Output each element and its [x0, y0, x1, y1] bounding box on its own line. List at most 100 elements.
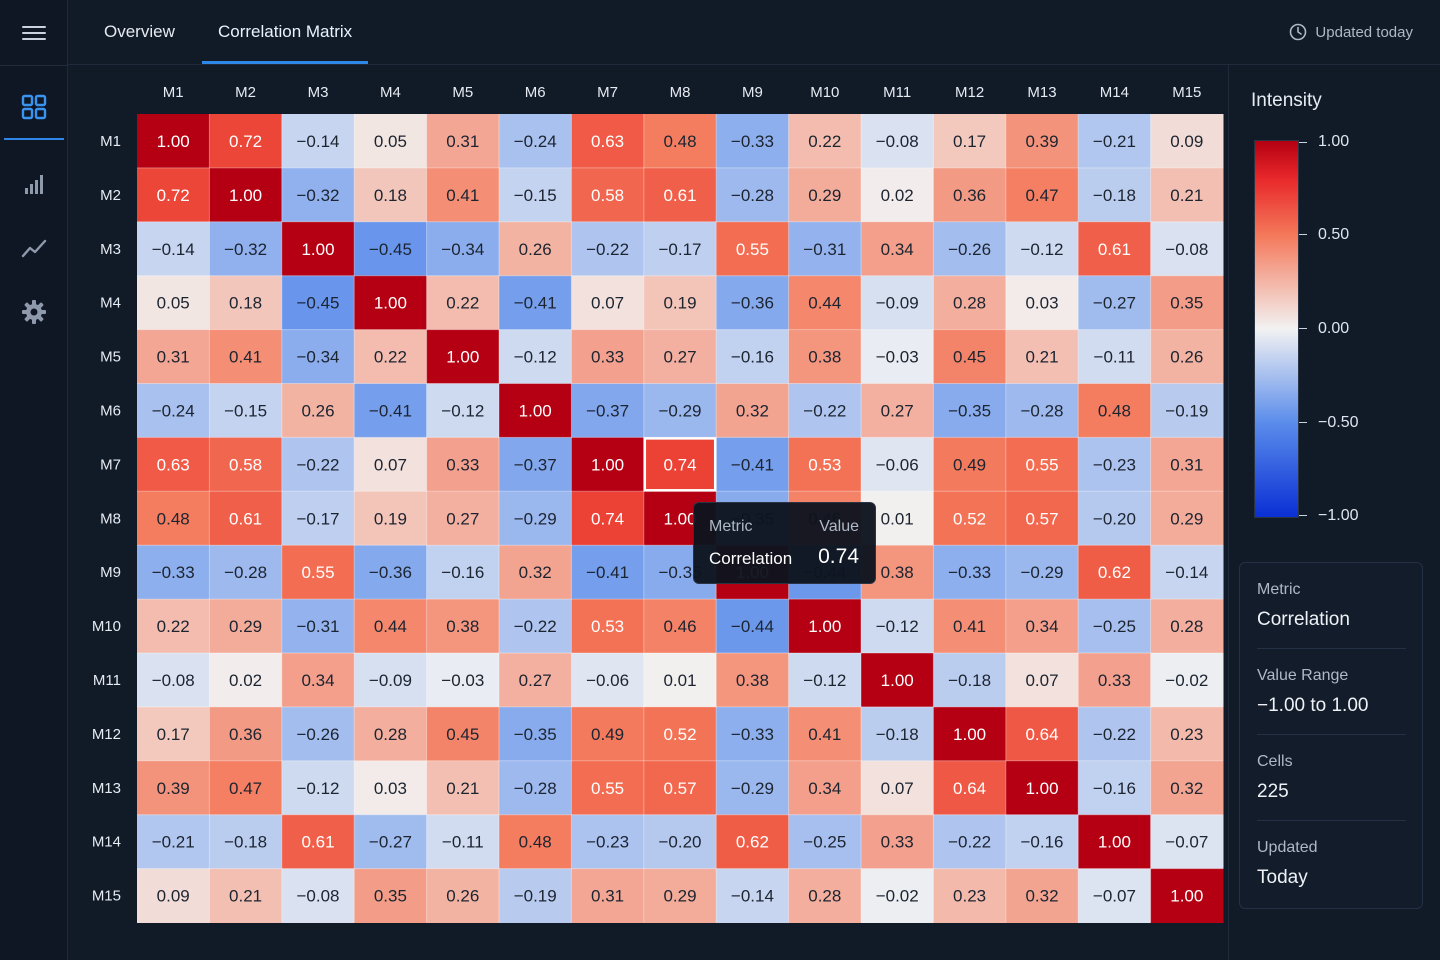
heatmap-cell[interactable]	[1005, 437, 1079, 492]
heatmap-cell[interactable]	[499, 221, 572, 277]
heatmap-cell[interactable]	[933, 760, 1007, 816]
heatmap-cell[interactable]	[716, 653, 790, 708]
heatmap-cell[interactable]	[716, 329, 790, 384]
heatmap-cell[interactable]	[354, 114, 428, 169]
heatmap-cell[interactable]	[1005, 275, 1079, 331]
heatmap-cell[interactable]	[499, 275, 572, 331]
heatmap-cell[interactable]	[643, 653, 717, 708]
heatmap-cell[interactable]	[426, 383, 500, 438]
heatmap-cell[interactable]	[137, 653, 210, 708]
heatmap-cell[interactable]	[499, 383, 572, 438]
heatmap-cell[interactable]	[426, 706, 500, 762]
heatmap-cell[interactable]	[716, 868, 790, 923]
nav-item-settings[interactable]	[0, 287, 68, 337]
heatmap-cell[interactable]	[209, 114, 283, 169]
heatmap-cell[interactable]	[1005, 114, 1079, 169]
heatmap-cell[interactable]	[1150, 114, 1224, 169]
heatmap-cell[interactable]	[788, 329, 862, 384]
heatmap-cell[interactable]	[643, 814, 717, 870]
heatmap-cell[interactable]	[933, 706, 1007, 762]
heatmap-cell[interactable]	[788, 383, 862, 438]
heatmap-cell[interactable]	[933, 545, 1007, 600]
heatmap-cell[interactable]	[426, 329, 500, 384]
heatmap-cell[interactable]	[209, 275, 283, 331]
heatmap-cell[interactable]	[281, 383, 355, 438]
heatmap-cell[interactable]	[571, 437, 645, 492]
heatmap-cell[interactable]	[933, 868, 1007, 923]
heatmap-cell[interactable]	[499, 491, 572, 546]
heatmap-cell[interactable]	[426, 868, 500, 923]
heatmap-cell[interactable]	[281, 868, 355, 923]
heatmap-cell[interactable]	[137, 437, 210, 492]
heatmap-cell[interactable]	[861, 437, 934, 492]
heatmap-cell[interactable]	[354, 221, 428, 277]
heatmap-cell[interactable]	[137, 491, 210, 546]
heatmap-cell[interactable]	[209, 221, 283, 277]
heatmap-cell[interactable]	[281, 760, 355, 816]
heatmap-cell[interactable]	[571, 706, 645, 762]
heatmap-cell[interactable]	[281, 221, 355, 277]
heatmap-cell[interactable]	[209, 545, 283, 600]
heatmap-cell[interactable]	[643, 383, 717, 438]
heatmap-cell[interactable]	[354, 437, 428, 492]
heatmap-cell[interactable]	[426, 653, 500, 708]
heatmap-cell[interactable]	[426, 437, 500, 492]
heatmap-cell[interactable]	[354, 706, 428, 762]
heatmap-cell[interactable]	[499, 545, 572, 600]
heatmap-cell[interactable]	[1150, 221, 1224, 277]
heatmap-cell[interactable]	[1150, 706, 1224, 762]
heatmap-cell[interactable]	[354, 545, 428, 600]
heatmap-cell[interactable]	[1150, 167, 1224, 223]
heatmap-cell[interactable]	[137, 706, 210, 762]
heatmap-cell[interactable]	[281, 706, 355, 762]
heatmap-cell[interactable]	[1078, 329, 1152, 384]
heatmap-cell[interactable]	[426, 275, 500, 331]
heatmap-cell[interactable]	[933, 814, 1007, 870]
heatmap-cell[interactable]	[1078, 868, 1152, 923]
heatmap-cell[interactable]	[499, 868, 572, 923]
heatmap-cell[interactable]	[1005, 868, 1079, 923]
heatmap-cell[interactable]	[571, 545, 645, 600]
heatmap-cell[interactable]	[933, 275, 1007, 331]
heatmap-cell[interactable]	[933, 114, 1007, 169]
heatmap-cell[interactable]	[426, 814, 500, 870]
heatmap-cell[interactable]	[354, 814, 428, 870]
heatmap-cell[interactable]	[137, 114, 210, 169]
heatmap-cell[interactable]	[861, 221, 934, 277]
heatmap-cell[interactable]	[1078, 275, 1152, 331]
heatmap-cell[interactable]	[788, 706, 862, 762]
heatmap-cell[interactable]	[716, 760, 790, 816]
heatmap-cell[interactable]	[354, 329, 428, 384]
heatmap-cell[interactable]	[643, 329, 717, 384]
heatmap-cell[interactable]	[861, 383, 934, 438]
heatmap-cell[interactable]	[1005, 167, 1079, 223]
heatmap-cell[interactable]	[499, 437, 572, 492]
heatmap-cell[interactable]	[281, 114, 355, 169]
heatmap-cell[interactable]	[643, 167, 717, 223]
heatmap-cell[interactable]	[933, 491, 1007, 546]
hamburger-menu-icon[interactable]	[22, 22, 46, 42]
heatmap-cell[interactable]	[499, 653, 572, 708]
heatmap-cell[interactable]	[499, 706, 572, 762]
heatmap-cell[interactable]	[281, 814, 355, 870]
heatmap-cell[interactable]	[1078, 491, 1152, 546]
nav-item-line-chart[interactable]	[0, 223, 68, 273]
heatmap-cell[interactable]	[788, 437, 862, 492]
heatmap-cell[interactable]	[788, 814, 862, 870]
nav-item-dashboard[interactable]	[0, 82, 68, 140]
heatmap-cell[interactable]	[137, 383, 210, 438]
heatmap-cell[interactable]	[933, 329, 1007, 384]
tab-correlation-matrix[interactable]: Correlation Matrix	[201, 0, 369, 64]
heatmap-cell[interactable]	[861, 329, 934, 384]
heatmap-cell[interactable]	[354, 599, 428, 654]
heatmap-cell[interactable]	[716, 437, 790, 492]
heatmap-cell[interactable]	[354, 760, 428, 816]
heatmap-cell[interactable]	[281, 167, 355, 223]
heatmap-cell[interactable]	[281, 275, 355, 331]
heatmap-cell[interactable]	[861, 599, 934, 654]
heatmap-cell[interactable]	[1150, 437, 1224, 492]
heatmap-cell[interactable]	[1005, 760, 1079, 816]
heatmap-cell[interactable]	[426, 114, 500, 169]
heatmap-cell[interactable]	[499, 329, 572, 384]
heatmap-cell[interactable]	[933, 599, 1007, 654]
